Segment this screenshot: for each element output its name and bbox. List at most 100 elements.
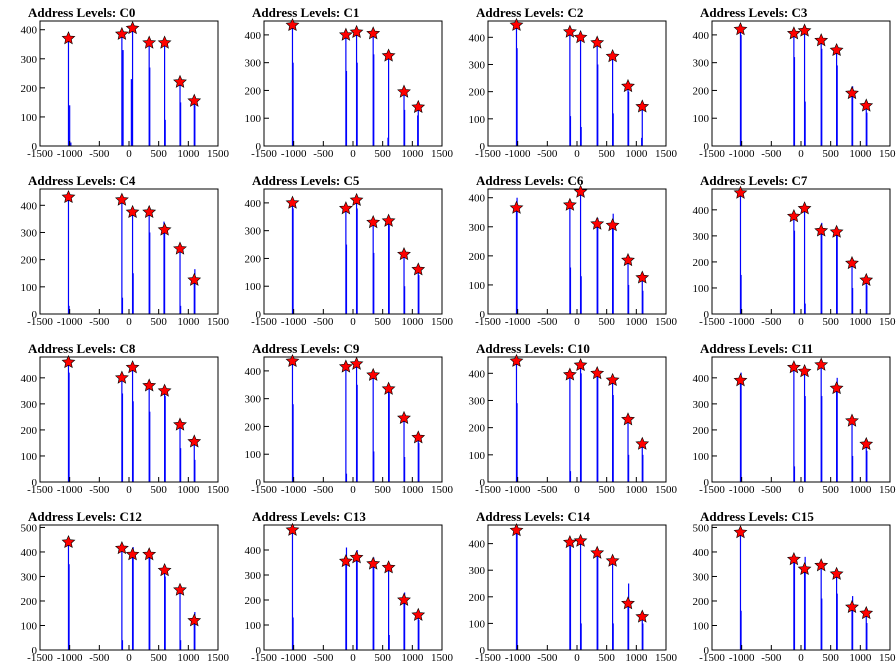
x-tick-label: 500 — [150, 316, 167, 328]
y-tick-label: 200 — [245, 421, 262, 433]
plot-frame — [263, 524, 443, 651]
peak-marker — [859, 272, 874, 287]
x-tick-label: 500 — [598, 148, 615, 160]
x-tick-label: -500 — [537, 484, 558, 496]
peak-marker — [814, 558, 829, 572]
x-tick-label: 1000 — [401, 316, 424, 328]
y-tick-label: 100 — [693, 113, 710, 125]
x-tick-label: -1000 — [57, 484, 83, 496]
x-tick-label: -1000 — [281, 484, 307, 496]
peak-marker — [349, 192, 364, 207]
x-tick-label: 1500 — [655, 316, 678, 328]
chart-title: Address Levels: C13 — [252, 509, 366, 524]
x-tick-label: -500 — [761, 652, 782, 664]
x-tick-label: 0 — [574, 652, 580, 664]
peak-marker — [157, 222, 172, 236]
x-tick-label: -500 — [89, 484, 110, 496]
peak-marker — [125, 360, 140, 374]
peak-marker — [509, 17, 524, 31]
x-tick-label: -500 — [537, 148, 558, 160]
chart-panel: Address Levels: C8 0 100 200 300 400 -1500 -100… — [21, 341, 230, 496]
y-tick-label: 300 — [469, 395, 486, 407]
chart-title: Address Levels: C10 — [476, 341, 590, 356]
x-tick-label: -1000 — [281, 652, 307, 664]
y-tick-label: 300 — [469, 59, 486, 71]
peak-marker — [157, 383, 172, 397]
chart-title: Address Levels: C3 — [700, 5, 808, 20]
y-tick-label: 400 — [693, 547, 710, 559]
y-tick-label: 0 — [480, 645, 486, 657]
peak-marker — [173, 241, 187, 255]
peak-marker — [797, 561, 812, 576]
chart-panel: Address Levels: C2 0 100 200 300 400 -1500 -100… — [469, 5, 678, 160]
chart-panel: Address Levels: C0 0 100 200 300 400 -1500 -100… — [21, 5, 230, 160]
y-tick-label: 0 — [256, 309, 262, 321]
y-tick-label: 0 — [480, 309, 486, 321]
x-tick-label: -1000 — [729, 148, 755, 160]
y-tick-label: 0 — [32, 477, 38, 489]
x-tick-label: -1000 — [57, 148, 83, 160]
x-tick-label: -1000 — [505, 652, 531, 664]
y-tick-label: 500 — [693, 522, 710, 534]
x-tick-label: 500 — [150, 148, 167, 160]
x-tick-label: 1000 — [177, 652, 200, 664]
y-tick-label: 200 — [693, 257, 710, 269]
x-tick-label: -1500 — [251, 316, 277, 328]
y-tick-label: 400 — [693, 205, 710, 217]
peak-marker — [859, 605, 874, 620]
peak-marker — [605, 553, 620, 567]
peak-marker — [187, 613, 202, 627]
peak-marker — [381, 213, 396, 227]
y-tick-label: 100 — [693, 451, 710, 463]
peak-marker — [845, 413, 859, 427]
y-tick-label: 0 — [32, 141, 38, 153]
x-tick-label: -1500 — [27, 652, 53, 664]
x-tick-label: -500 — [761, 148, 782, 160]
x-tick-label: -500 — [313, 652, 334, 664]
peak-marker — [349, 550, 364, 564]
chart-title: Address Levels: C8 — [28, 341, 136, 356]
peak-marker — [797, 364, 812, 378]
peak-marker — [285, 195, 300, 209]
peak-marker — [187, 434, 202, 448]
peak-marker — [845, 255, 859, 270]
x-tick-label: -500 — [761, 484, 782, 496]
x-tick-label: 500 — [150, 652, 167, 664]
peak-marker — [590, 545, 605, 559]
y-tick-label: 100 — [245, 281, 262, 293]
plot-frame — [711, 524, 891, 651]
x-tick-label: -1000 — [57, 316, 83, 328]
peak-marker — [786, 26, 801, 40]
x-tick-label: 1500 — [207, 652, 230, 664]
x-tick-label: 0 — [574, 484, 580, 496]
y-tick-label: 0 — [32, 309, 38, 321]
y-tick-label: 300 — [245, 226, 262, 238]
chart-panel: Address Levels: C15 0 100 200 300 400 500 -1500… — [693, 509, 896, 664]
x-tick-label: 1000 — [177, 484, 200, 496]
x-tick-label: 500 — [822, 316, 839, 328]
peak-marker — [125, 21, 140, 35]
x-tick-label: -1500 — [475, 484, 501, 496]
peak-marker — [285, 522, 300, 536]
peak-marker — [814, 357, 829, 371]
peak-marker — [733, 373, 748, 387]
peak-marker — [61, 534, 76, 549]
plot-frame — [487, 356, 667, 483]
x-tick-label: -1000 — [281, 316, 307, 328]
x-tick-label: 0 — [126, 652, 132, 664]
x-tick-label: 1000 — [849, 484, 872, 496]
peak-marker — [338, 554, 353, 568]
x-tick-label: -1500 — [699, 652, 725, 664]
peak-marker — [114, 541, 129, 555]
x-tick-label: 500 — [598, 484, 615, 496]
plot-frame — [487, 20, 667, 147]
chart-title: Address Levels: C14 — [476, 509, 590, 524]
x-tick-label: 500 — [598, 652, 615, 664]
y-tick-label: 400 — [693, 373, 710, 385]
y-tick-label: 100 — [245, 113, 262, 125]
chart-title: Address Levels: C0 — [28, 5, 135, 20]
y-tick-label: 400 — [21, 373, 38, 385]
x-tick-label: -1500 — [27, 484, 53, 496]
y-tick-label: 200 — [21, 255, 38, 267]
peak-marker — [859, 98, 874, 112]
